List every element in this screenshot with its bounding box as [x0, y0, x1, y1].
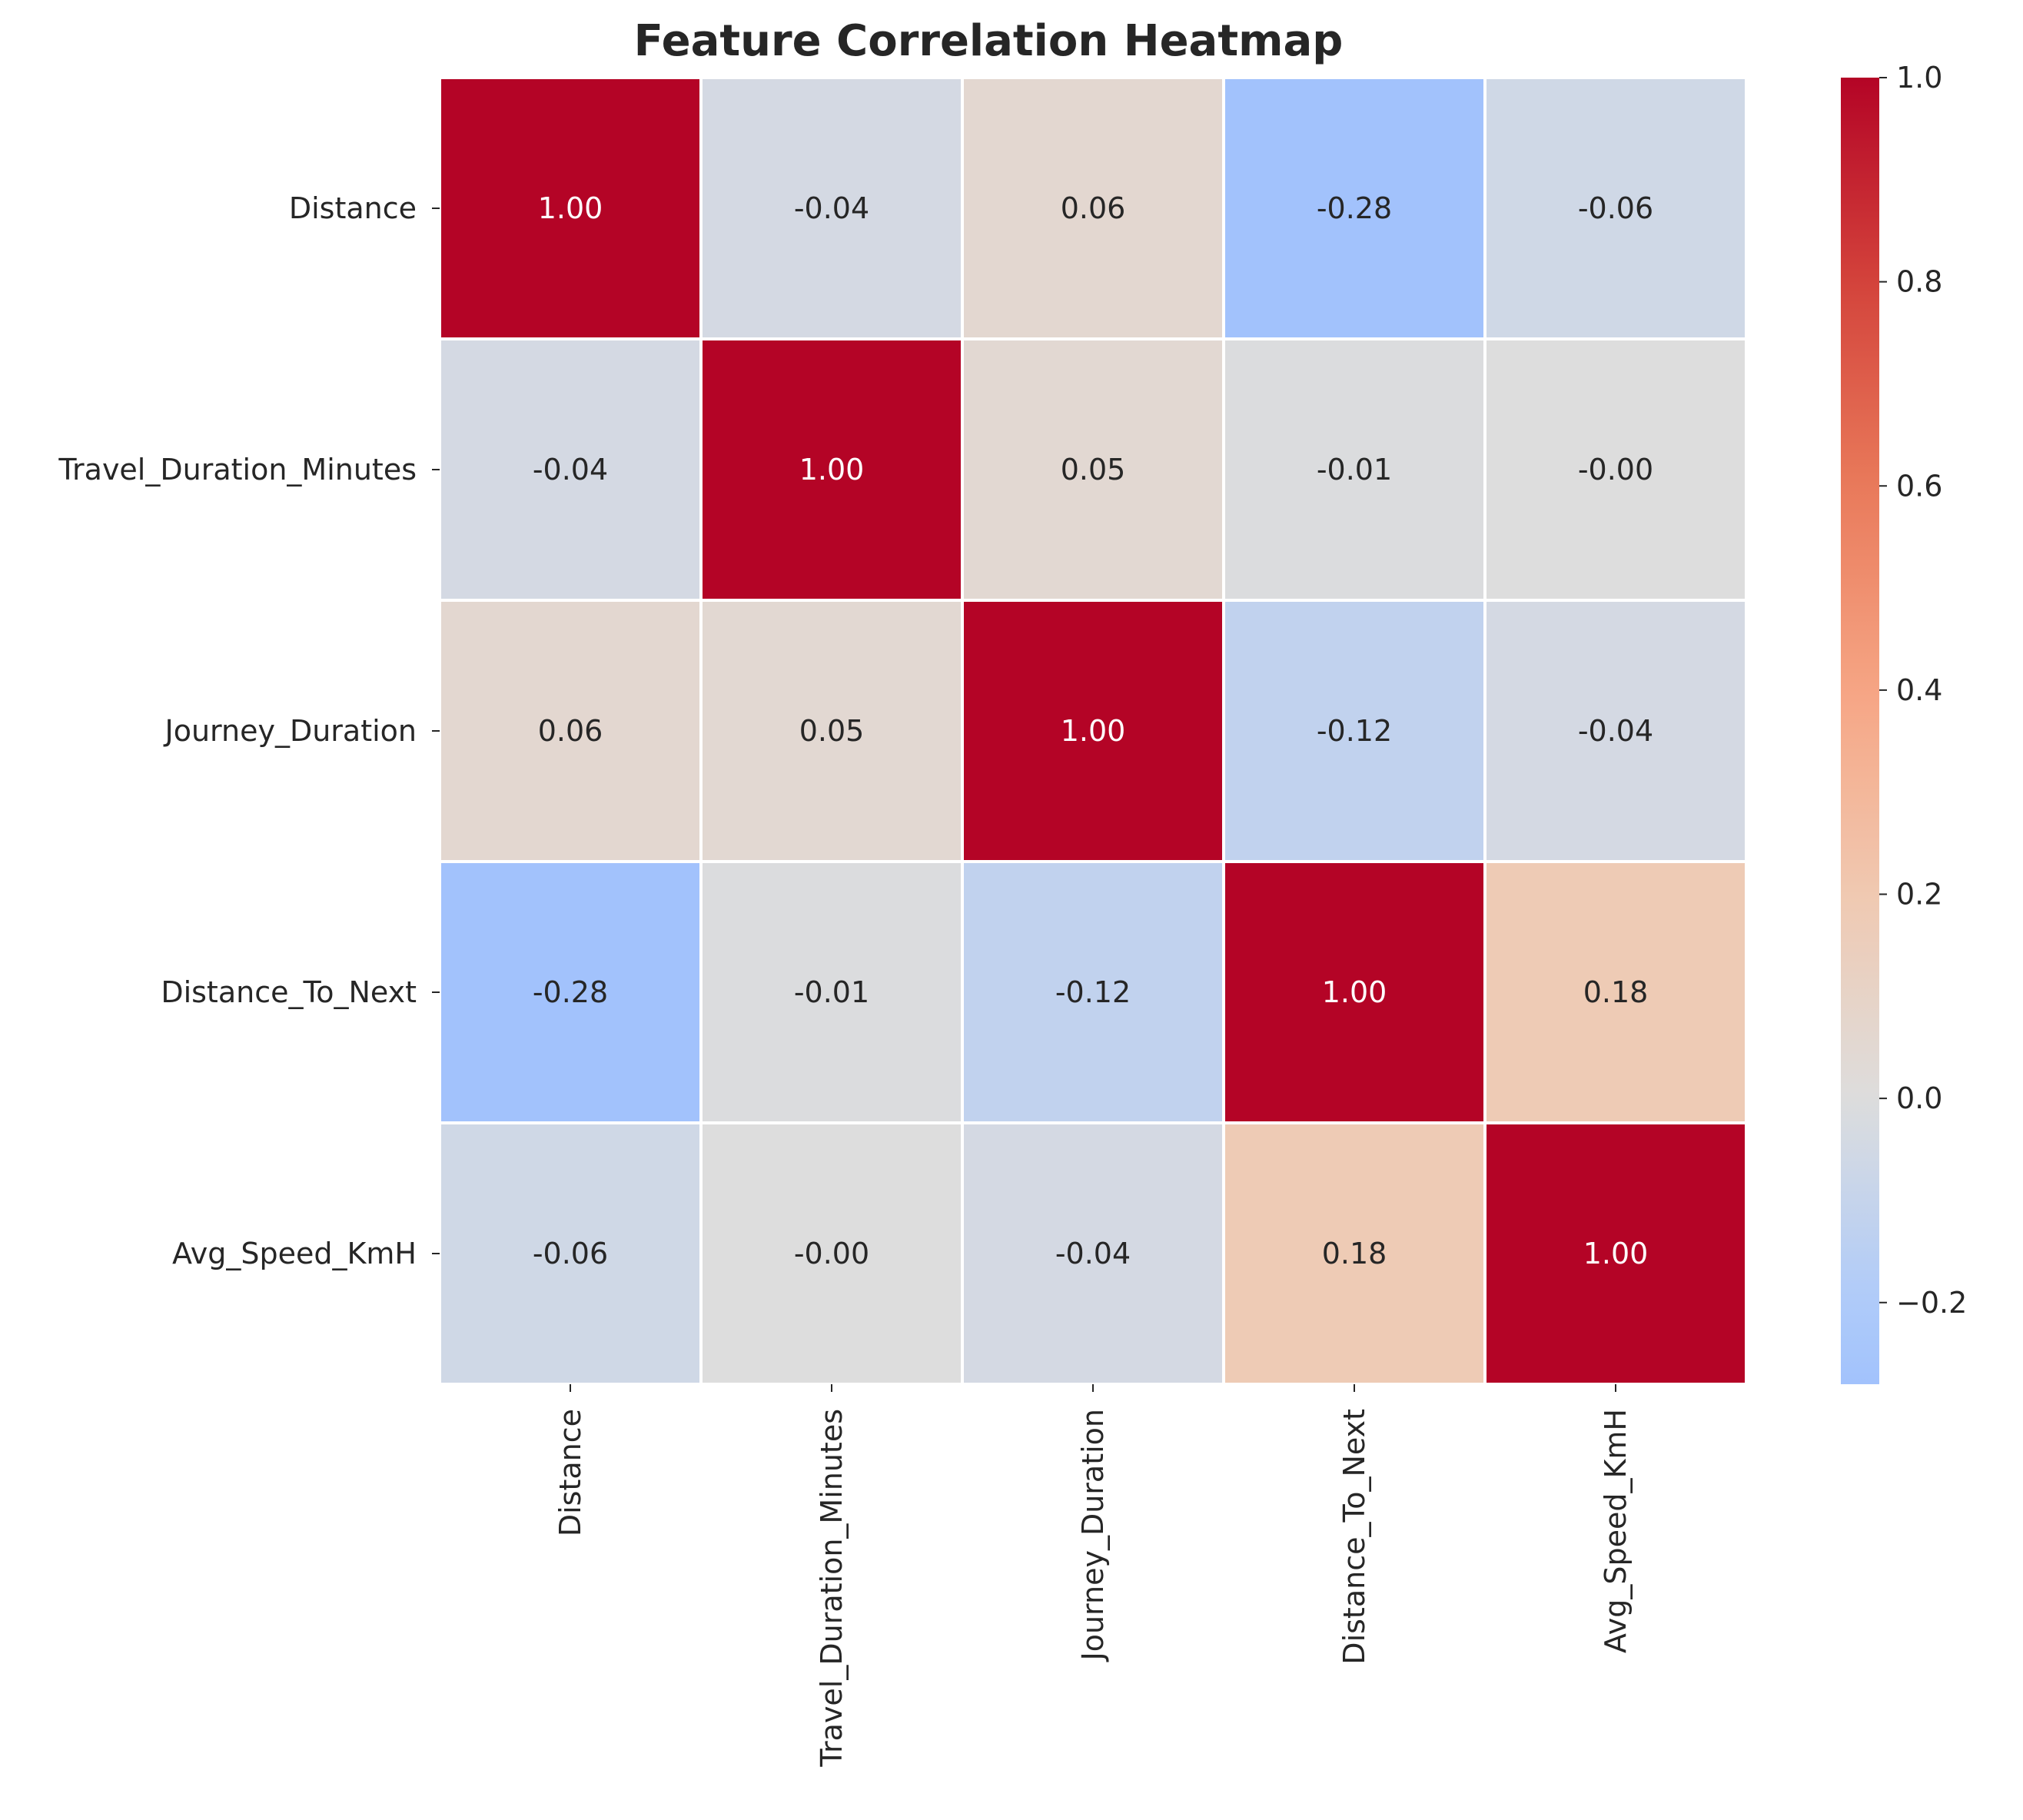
y-tick-label: Distance: [289, 191, 417, 225]
heatmap-cell: [961, 599, 1225, 863]
cell-value-label: -0.04: [533, 453, 608, 487]
cell-value-label: -0.28: [533, 975, 608, 1009]
cell-value-label: -0.01: [1317, 453, 1392, 487]
y-tick-label: Distance_To_Next: [161, 975, 417, 1009]
heatmap-cell: [438, 1121, 703, 1386]
cell-value-label: 1.00: [799, 453, 865, 487]
cell-value-label: 0.18: [1322, 1237, 1387, 1270]
cell-value-label: -0.04: [1055, 1237, 1131, 1270]
cell-value-label: 1.00: [1583, 1237, 1649, 1270]
heatmap-cell: [699, 76, 964, 340]
heatmap-cell: [961, 76, 1225, 340]
colorbar-tick-label: 0.6: [1896, 469, 1942, 503]
heatmap-cell: [438, 337, 703, 602]
heatmap-cell: [1483, 1121, 1748, 1386]
heatmap-cell: [961, 860, 1225, 1124]
cell-value-label: -0.01: [794, 975, 869, 1009]
y-tick-label: Avg_Speed_KmH: [172, 1237, 417, 1270]
colorbar-tick-label: 0.0: [1896, 1081, 1942, 1115]
colorbar: −0.2 0.0 0.2 0.4 0.6 0.8 1.0: [1841, 61, 1967, 1384]
x-tick-label: Distance_To_Next: [1337, 1409, 1371, 1665]
colorbar-tick-label: 0.4: [1896, 673, 1942, 707]
y-tick-label: Travel_Duration_Minutes: [58, 453, 417, 487]
heatmap-cell: [699, 860, 964, 1124]
x-axis-tick-labels: Distance Travel_Duration_Minutes Journey_D…: [553, 1384, 1633, 1768]
heatmap-cell: [961, 1121, 1225, 1386]
cell-value-label: -0.28: [1317, 191, 1392, 225]
heatmap-cell: [1483, 337, 1748, 602]
cell-value-label: -0.06: [1578, 191, 1653, 225]
colorbar-gradient: [1841, 78, 1879, 1384]
y-axis-tick-labels: Distance Travel_Duration_Minutes Journey_D…: [58, 191, 440, 1270]
x-tick-label: Avg_Speed_KmH: [1599, 1409, 1633, 1653]
cell-value-label: 0.05: [799, 714, 865, 748]
heatmap-cell: [1222, 76, 1487, 340]
cell-value-label: 1.00: [1061, 714, 1126, 748]
cell-value-label: 1.00: [538, 191, 603, 225]
x-tick-label: Journey_Duration: [1076, 1409, 1110, 1662]
colorbar-tick-label: −0.2: [1896, 1286, 1967, 1320]
cell-value-label: -0.12: [1317, 714, 1392, 748]
cell-value-label: 0.18: [1583, 975, 1649, 1009]
heatmap-cell: [961, 337, 1225, 602]
cell-value-label: 0.05: [1061, 453, 1126, 487]
heatmap-cell: [699, 1121, 964, 1386]
cell-value-label: -0.06: [533, 1237, 608, 1270]
cell-value-label: -0.12: [1055, 975, 1131, 1009]
cell-value-label: -0.04: [1578, 714, 1653, 748]
colorbar-tick-label: 1.0: [1896, 61, 1942, 95]
chart-title: Feature Correlation Heatmap: [634, 16, 1344, 66]
colorbar-tick-label: 0.8: [1896, 265, 1942, 299]
heatmap-cell: [1222, 860, 1487, 1124]
heatmap-cell: [1222, 599, 1487, 863]
heatmap-cell: [438, 76, 703, 340]
heatmap-cell: [1483, 860, 1748, 1124]
heatmap-cell: [1483, 599, 1748, 863]
x-tick-label: Travel_Duration_Minutes: [815, 1409, 849, 1768]
y-tick-label: Journey_Duration: [164, 714, 417, 748]
colorbar-tick-label: 0.2: [1896, 878, 1942, 912]
cell-value-label: -0.00: [794, 1237, 869, 1270]
cell-value-label: 0.06: [1061, 191, 1126, 225]
cell-value-label: -0.04: [794, 191, 869, 225]
cell-value-label: 1.00: [1322, 975, 1387, 1009]
x-tick-label: Distance: [553, 1409, 587, 1536]
heatmap-cell: [1483, 76, 1748, 340]
cell-value-label: -0.00: [1578, 453, 1653, 487]
heatmap-cells: 1.00 -0.04 0.06 -0.28 -0.06 -0.04 1.00 0.05 -0.0…: [438, 76, 1748, 1386]
heatmap-cell: [699, 599, 964, 863]
cell-value-label: 0.06: [538, 714, 603, 748]
